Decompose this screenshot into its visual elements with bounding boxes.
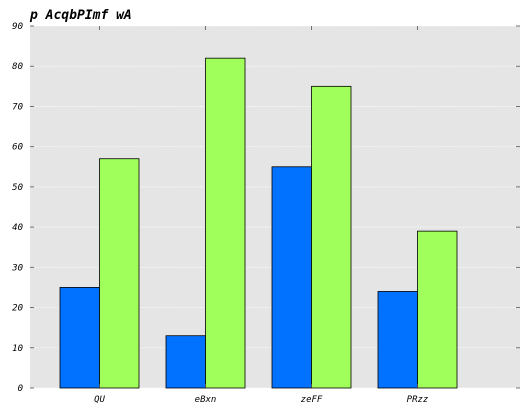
y-tick-label: 40 bbox=[12, 223, 23, 233]
bar-QU-series-1 bbox=[60, 287, 100, 388]
bar-PRzz-series-2 bbox=[418, 231, 458, 388]
bar-zeFF-series-2 bbox=[312, 86, 352, 388]
y-tick-label: 80 bbox=[12, 62, 23, 72]
y-tick-label: 60 bbox=[12, 143, 23, 153]
y-tick-label: 70 bbox=[12, 102, 23, 112]
x-tick-label: QU bbox=[94, 395, 105, 405]
bar-PRzz-series-1 bbox=[378, 291, 418, 388]
y-tick-label: 90 bbox=[12, 22, 23, 32]
y-tick-label: 50 bbox=[12, 183, 23, 193]
bar-zeFF-series-1 bbox=[272, 167, 312, 388]
bar-QU-series-2 bbox=[100, 159, 140, 388]
x-tick-label: zeFF bbox=[301, 395, 323, 405]
bar-eBxn-series-2 bbox=[206, 58, 246, 388]
y-tick-label: 10 bbox=[12, 344, 23, 354]
bar-eBxn-series-1 bbox=[166, 336, 206, 388]
x-tick-label: eBxn bbox=[195, 395, 217, 405]
y-tick-label: 0 bbox=[18, 384, 23, 394]
y-tick-label: 20 bbox=[12, 304, 23, 314]
y-tick-label: 30 bbox=[11, 263, 23, 273]
chart-title: p AcqbPImf wA bbox=[29, 8, 132, 23]
x-tick-label: PRzz bbox=[407, 395, 429, 405]
